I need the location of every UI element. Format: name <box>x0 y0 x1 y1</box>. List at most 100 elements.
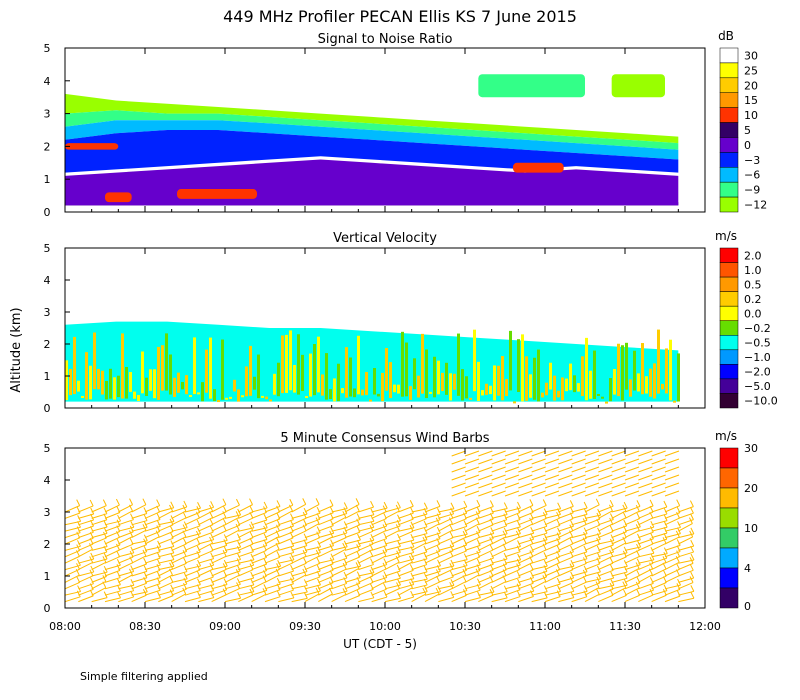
wind-barb-flag <box>450 591 455 598</box>
wind-barb <box>264 574 280 583</box>
wind-barb-flag <box>169 575 174 583</box>
streak <box>169 354 172 395</box>
wind-barb-flag <box>383 590 388 598</box>
streak <box>585 337 588 401</box>
streak <box>305 396 308 399</box>
wind-barb-flag <box>408 555 413 563</box>
wind-barb <box>598 594 614 603</box>
wind-barb <box>638 482 653 489</box>
colorbar-label: 15 <box>744 94 758 107</box>
streak <box>413 358 416 390</box>
wind-barb <box>264 568 280 577</box>
wind-barb <box>571 458 586 465</box>
wind-barb-flag <box>302 498 307 505</box>
wind-barb <box>451 512 467 519</box>
wind-barb <box>251 549 267 558</box>
wind-barb <box>318 563 334 571</box>
wind-barb-flag <box>569 550 574 558</box>
wind-barb-flag <box>649 537 654 545</box>
wind-barb <box>478 591 495 596</box>
colorbar-swatch <box>719 507 739 529</box>
streak <box>661 383 664 390</box>
wind-barb <box>304 537 320 545</box>
wind-barb <box>238 577 254 583</box>
wind-barb-flag <box>490 585 495 593</box>
streak <box>189 395 192 398</box>
wind-barb <box>438 537 454 545</box>
wind-barb-flag <box>436 526 441 534</box>
wind-barb <box>571 575 587 583</box>
panel-title: Signal to Noise Ratio <box>318 32 453 47</box>
wind-barb <box>65 505 80 513</box>
colorbar-label: 0 <box>744 600 751 613</box>
wind-barb <box>571 507 588 513</box>
wind-barb <box>118 590 134 596</box>
streak <box>153 369 156 399</box>
wind-barb-flag <box>222 518 227 525</box>
wind-barb <box>571 474 586 481</box>
wind-barb <box>104 520 121 526</box>
wind-barb <box>184 551 201 558</box>
wind-barb <box>611 531 627 539</box>
wind-barb <box>398 530 414 539</box>
wind-barb <box>664 505 680 513</box>
wind-barb <box>65 532 81 539</box>
wind-barb-flag <box>423 520 428 528</box>
streak <box>385 347 388 391</box>
wind-barb <box>158 590 174 596</box>
wind-barb <box>598 562 614 571</box>
wind-barb <box>91 580 107 590</box>
wind-barb-flag <box>635 581 640 589</box>
wind-barb-flag <box>343 571 348 579</box>
colorbar-label: 5 <box>744 124 751 137</box>
wind-barb-flag <box>342 542 347 550</box>
wind-barb <box>224 583 241 590</box>
wind-barb-flag <box>289 498 294 506</box>
wind-barb-flag <box>476 539 481 546</box>
streak <box>197 392 200 395</box>
wind-barb <box>424 513 441 519</box>
streak <box>393 384 396 393</box>
wind-barb <box>211 551 228 558</box>
wind-barb-flag <box>90 552 95 560</box>
wind-barb <box>238 569 254 577</box>
wind-barb <box>78 561 93 571</box>
wind-barb <box>344 531 361 539</box>
wind-barb <box>558 590 574 596</box>
wind-barb <box>624 510 640 519</box>
wind-barb-flag <box>516 563 521 570</box>
colorbar-label: 0.5 <box>744 278 762 291</box>
wind-barb <box>224 597 241 603</box>
colorbar-swatch <box>719 291 739 307</box>
wind-barb <box>131 563 147 571</box>
streak <box>653 363 656 399</box>
wind-barb-flag <box>315 498 320 505</box>
wind-barb-flag <box>463 538 468 546</box>
wind-barb <box>651 553 668 558</box>
wind-barb <box>291 551 308 558</box>
wind-barb-flag <box>530 571 535 578</box>
wind-barb <box>184 507 201 513</box>
wind-barb <box>144 505 160 513</box>
wind-barb <box>398 569 414 577</box>
wind-barb <box>384 525 401 532</box>
streak <box>77 380 80 392</box>
wind-barb <box>384 520 401 526</box>
wind-barb <box>238 584 254 590</box>
wind-barb <box>558 474 573 481</box>
wind-barb <box>331 593 347 603</box>
wind-barb <box>451 581 467 590</box>
wind-barb-flag <box>569 500 574 507</box>
wind-barb-flag <box>476 499 481 507</box>
wind-barb <box>264 589 281 596</box>
wind-barb-flag <box>223 539 228 546</box>
wind-barb <box>91 571 108 577</box>
wind-barb <box>491 474 506 481</box>
wind-barb <box>371 581 387 590</box>
wind-barb <box>251 563 267 571</box>
wind-barb-flag <box>170 584 175 591</box>
wind-barb <box>371 596 388 603</box>
wind-barb <box>411 526 428 532</box>
wind-barb <box>518 458 533 465</box>
wind-barb <box>91 513 108 519</box>
